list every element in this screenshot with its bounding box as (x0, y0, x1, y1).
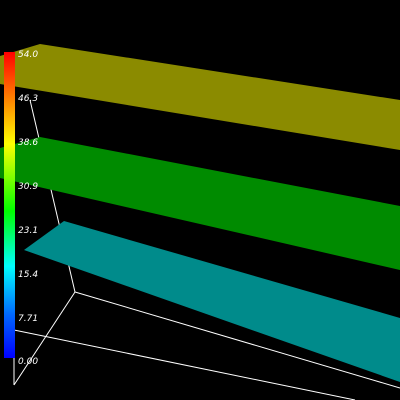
colorbar-tick-label: 54.0 (18, 50, 39, 60)
axis-line-floor-front (13, 329, 356, 400)
colorbar-tick-label: 23.1 (18, 226, 39, 236)
middle-surface (0, 137, 400, 270)
axis-line-floor-back (74, 291, 400, 389)
axis-line-floor-left (13, 291, 76, 386)
colorbar-tick-label: 46.3 (18, 94, 39, 104)
colorbar (4, 52, 15, 358)
colorbar-tick-label: 0.00 (18, 357, 39, 367)
colorbar-tick-label: 15.4 (18, 270, 39, 280)
colorbar-tick-label: 38.6 (18, 138, 39, 148)
colorbar-tick-label: 30.9 (18, 182, 39, 192)
colorbar-tick-label: 7.71 (18, 314, 39, 324)
bottom-surface (24, 221, 400, 382)
top-surface (0, 44, 400, 150)
